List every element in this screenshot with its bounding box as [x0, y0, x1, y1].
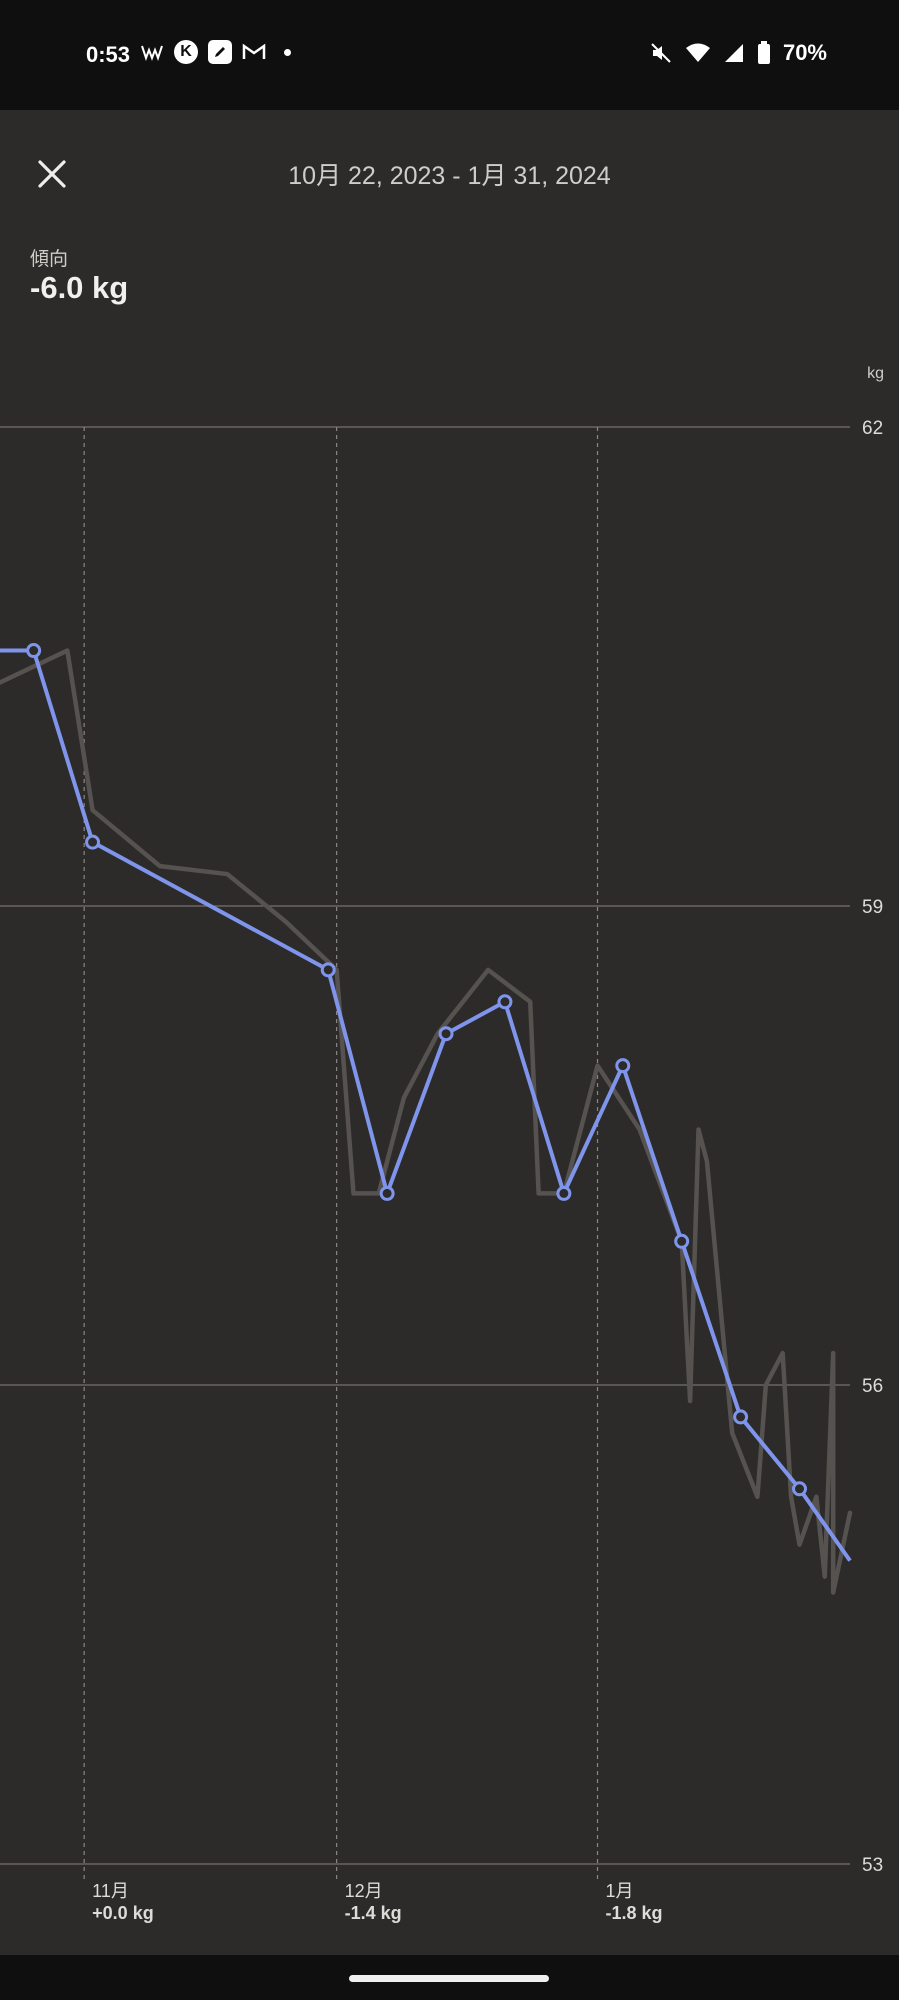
y-tick-label: 59 [862, 897, 883, 918]
date-range: 10月 22, 2023 - 1月 31, 2024 [288, 162, 611, 190]
battery-icon [757, 41, 770, 64]
y-tick-label: 53 [862, 1855, 883, 1876]
month-label: 12月 [345, 1881, 383, 1901]
trend-point [615, 1058, 631, 1074]
trend-point [733, 1409, 749, 1425]
raw-weight-line [0, 648, 853, 1595]
trend-point [674, 1233, 690, 1249]
trend-point [85, 834, 101, 850]
month-label: 11月 [92, 1881, 129, 1901]
y-tick-label: 62 [862, 418, 883, 439]
gmail-icon [242, 40, 266, 64]
trend-point [320, 962, 336, 978]
trend-point [792, 1481, 808, 1497]
y-tick-label: 56 [862, 1376, 883, 1397]
y-unit-label: kg [867, 365, 884, 382]
weight-chart[interactable]: kg 62 59 56 53 11月+0.0 kg 12月-1.4 kg 1月-1.8 kg [0, 110, 899, 1955]
more-dot-icon [284, 48, 291, 56]
trend-line [0, 648, 852, 1562]
trend-point [438, 1026, 454, 1042]
trend-value: -6.0 kg [30, 270, 129, 305]
wifi-icon [685, 43, 710, 62]
status-bar: 0:53 K 70% [0, 0, 899, 110]
month-change-label: -1.8 kg [606, 1903, 663, 1923]
home-gesture-handle[interactable] [349, 1975, 549, 1982]
notification-k-icon: K [174, 40, 198, 64]
close-button[interactable] [30, 152, 74, 196]
trend-label: 傾向 [30, 249, 69, 270]
close-icon [38, 160, 66, 188]
month-change-label: +0.0 kg [92, 1903, 154, 1923]
news-icon [140, 40, 164, 64]
system-icons: 70% [649, 40, 827, 66]
signal-icon [724, 44, 743, 62]
month-label: 1月 [606, 1881, 634, 1901]
weight-chart-screen: 10月 22, 2023 - 1月 31, 2024 傾向 -6.0 kg kg… [0, 110, 899, 1955]
month-change-label: -1.4 kg [345, 1903, 402, 1923]
trend-point [379, 1185, 395, 1201]
trend-point [497, 994, 513, 1010]
status-time: 0:53 [86, 42, 131, 67]
edit-icon [208, 40, 232, 64]
notification-icons: K [140, 40, 291, 64]
navigation-bar [0, 1955, 899, 2000]
trend-point [26, 643, 42, 659]
mute-icon [651, 43, 671, 63]
trend-point [556, 1185, 572, 1201]
battery-percent: 70% [782, 40, 827, 65]
